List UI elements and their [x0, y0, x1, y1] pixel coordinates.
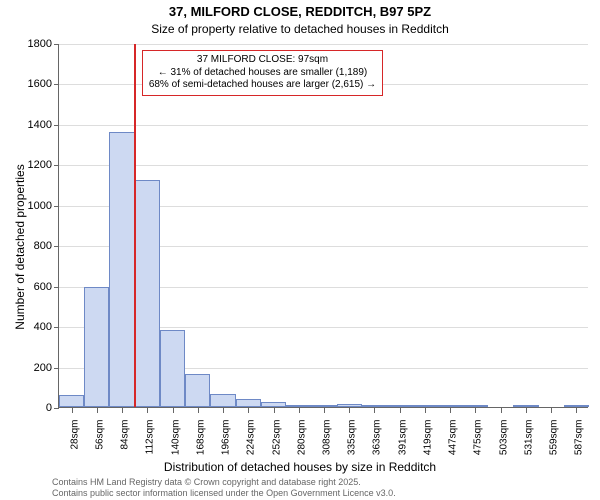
gridline-h — [59, 165, 588, 166]
annotation-box: 37 MILFORD CLOSE: 97sqm← 31% of detached… — [142, 50, 383, 96]
footnote: Contains HM Land Registry data © Crown c… — [52, 477, 396, 498]
ytick-label: 1400 — [12, 119, 52, 131]
xtick-mark — [223, 408, 224, 413]
chart-subtitle: Size of property relative to detached ho… — [0, 22, 600, 36]
gridline-h — [59, 125, 588, 126]
histogram-bar — [564, 405, 589, 407]
histogram-bar — [387, 405, 412, 407]
histogram-bar — [286, 405, 311, 407]
ytick-mark — [54, 206, 59, 207]
histogram-bar — [412, 405, 437, 407]
xtick-mark — [576, 408, 577, 413]
xtick-mark — [122, 408, 123, 413]
xtick-mark — [450, 408, 451, 413]
ytick-label: 1200 — [12, 159, 52, 171]
histogram-bar — [135, 180, 160, 408]
xtick-mark — [324, 408, 325, 413]
ytick-mark — [54, 44, 59, 45]
ytick-label: 800 — [12, 240, 52, 252]
xtick-mark — [501, 408, 502, 413]
xtick-mark — [475, 408, 476, 413]
ytick-mark — [54, 84, 59, 85]
ytick-label: 1000 — [12, 200, 52, 212]
xtick-mark — [147, 408, 148, 413]
histogram-bar — [463, 405, 488, 407]
histogram-bar — [362, 405, 387, 407]
ytick-label: 200 — [12, 362, 52, 374]
xtick-mark — [72, 408, 73, 413]
plot-area: 02004006008001000120014001600180028sqm56… — [58, 44, 588, 408]
histogram-bar — [109, 132, 134, 407]
histogram-bar — [438, 405, 463, 407]
xtick-mark — [551, 408, 552, 413]
xtick-mark — [349, 408, 350, 413]
histogram-bar — [160, 330, 185, 407]
chart-title: 37, MILFORD CLOSE, REDDITCH, B97 5PZ — [0, 4, 600, 19]
ytick-label: 0 — [12, 402, 52, 414]
xtick-mark — [425, 408, 426, 413]
reference-line — [134, 44, 136, 407]
x-axis-label: Distribution of detached houses by size … — [0, 460, 600, 474]
ytick-label: 1600 — [12, 78, 52, 90]
footnote-line2: Contains public sector information licen… — [52, 488, 396, 498]
histogram-bar — [185, 374, 210, 407]
histogram-bar — [513, 405, 538, 407]
histogram-bar — [236, 399, 261, 407]
histogram-bar — [210, 394, 235, 407]
xtick-mark — [173, 408, 174, 413]
xtick-mark — [274, 408, 275, 413]
xtick-mark — [198, 408, 199, 413]
histogram-bar — [59, 395, 84, 407]
xtick-mark — [374, 408, 375, 413]
chart-container: 37, MILFORD CLOSE, REDDITCH, B97 5PZ Siz… — [0, 0, 600, 500]
annotation-line1: ← 31% of detached houses are smaller (1,… — [149, 67, 376, 80]
ytick-label: 400 — [12, 321, 52, 333]
ytick-mark — [54, 287, 59, 288]
ytick-mark — [54, 125, 59, 126]
ytick-mark — [54, 165, 59, 166]
ytick-mark — [54, 327, 59, 328]
annotation-heading: 37 MILFORD CLOSE: 97sqm — [149, 54, 376, 67]
ytick-label: 1800 — [12, 38, 52, 50]
histogram-bar — [311, 405, 336, 407]
xtick-mark — [248, 408, 249, 413]
footnote-line1: Contains HM Land Registry data © Crown c… — [52, 477, 361, 487]
xtick-mark — [526, 408, 527, 413]
xtick-mark — [299, 408, 300, 413]
annotation-line2: 68% of semi-detached houses are larger (… — [149, 79, 376, 92]
xtick-mark — [97, 408, 98, 413]
ytick-mark — [54, 368, 59, 369]
gridline-h — [59, 44, 588, 45]
xtick-mark — [400, 408, 401, 413]
histogram-bar — [84, 287, 109, 407]
ytick-mark — [54, 246, 59, 247]
ytick-mark — [54, 408, 59, 409]
histogram-bar — [337, 404, 362, 407]
ytick-label: 600 — [12, 281, 52, 293]
histogram-bar — [261, 402, 286, 407]
